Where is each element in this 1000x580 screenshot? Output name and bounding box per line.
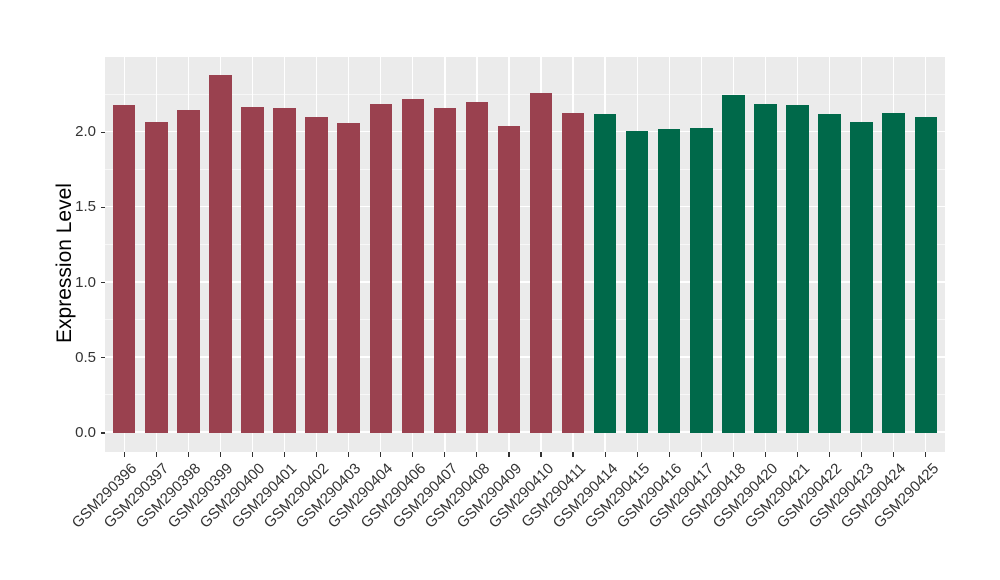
- bar: [145, 121, 168, 433]
- x-tick-mark: [251, 452, 254, 457]
- x-tick-mark: [764, 452, 767, 457]
- y-tick-mark: [100, 131, 105, 133]
- bar: [914, 117, 937, 433]
- major-gridline: [105, 281, 945, 283]
- x-tick-mark: [476, 452, 478, 457]
- minor-gridline: [105, 243, 945, 245]
- x-tick-mark: [604, 452, 606, 457]
- bar: [273, 108, 296, 433]
- bar: [465, 102, 489, 433]
- x-tick-mark: [796, 452, 799, 457]
- bar: [177, 109, 200, 433]
- bar: [722, 94, 745, 433]
- minor-gridline: [105, 319, 945, 321]
- x-tick-mark: [540, 452, 542, 457]
- bar: [497, 126, 521, 433]
- y-tick-mark: [100, 206, 105, 208]
- bar: [209, 75, 232, 433]
- x-tick-mark: [283, 452, 286, 457]
- bar: [433, 108, 457, 433]
- x-tick-mark: [444, 452, 446, 457]
- y-axis-label: 0.0: [75, 424, 96, 441]
- x-axis: GSM290396 GSM290397 GSM290398 GSM290399 GSM2…: [69, 452, 945, 580]
- minor-gridline: [105, 93, 945, 95]
- y-axis-label: 2.0: [75, 123, 96, 141]
- bar: [593, 114, 617, 433]
- minor-gridline: [105, 394, 945, 396]
- x-tick-mark: [412, 452, 414, 457]
- x-tick-mark: [572, 452, 574, 457]
- y-tick-mark: [100, 432, 105, 434]
- y-axis-label: 1.5: [75, 198, 96, 216]
- bar: [754, 103, 777, 433]
- x-tick-mark: [123, 452, 125, 457]
- bar: [786, 105, 809, 433]
- y-axis-label: 0.5: [75, 348, 96, 366]
- x-tick-mark: [380, 452, 382, 457]
- plot-panel: [105, 57, 945, 452]
- bar: [401, 99, 424, 433]
- x-tick-mark: [155, 452, 157, 457]
- major-gridline: [105, 356, 945, 358]
- bar: [529, 93, 553, 433]
- bar: [690, 127, 713, 433]
- major-gridline: [105, 130, 945, 133]
- y-tick-mark: [100, 357, 105, 359]
- major-gridline: [105, 431, 945, 433]
- x-tick-mark: [700, 452, 702, 457]
- bar: [850, 121, 873, 433]
- y-axis: 0.0 0.5 1.0 1.5 2.0: [0, 57, 105, 452]
- y-tick-mark: [100, 282, 105, 284]
- x-tick-mark: [893, 452, 895, 457]
- x-tick-mark: [219, 452, 221, 457]
- x-tick-mark: [668, 452, 670, 457]
- x-tick-mark: [861, 452, 863, 457]
- minor-gridline: [105, 168, 945, 170]
- x-tick-mark: [316, 452, 318, 457]
- bar: [305, 117, 328, 433]
- bar: [337, 123, 360, 433]
- x-tick-mark: [508, 452, 510, 457]
- bar: [369, 103, 392, 433]
- bar: [241, 106, 264, 433]
- bar: [658, 129, 681, 433]
- bar: [625, 130, 649, 433]
- bar: [882, 112, 905, 433]
- y-axis-label: 1.0: [75, 273, 96, 291]
- x-tick-mark: [636, 452, 638, 457]
- bar: [113, 105, 136, 433]
- x-tick-mark: [348, 452, 350, 457]
- x-tick-mark: [925, 452, 927, 457]
- major-gridline: [105, 205, 945, 208]
- bar: [561, 112, 585, 433]
- x-tick-mark: [187, 452, 189, 457]
- x-tick-mark: [828, 452, 831, 457]
- bar: [818, 114, 841, 433]
- x-tick-mark: [732, 452, 734, 457]
